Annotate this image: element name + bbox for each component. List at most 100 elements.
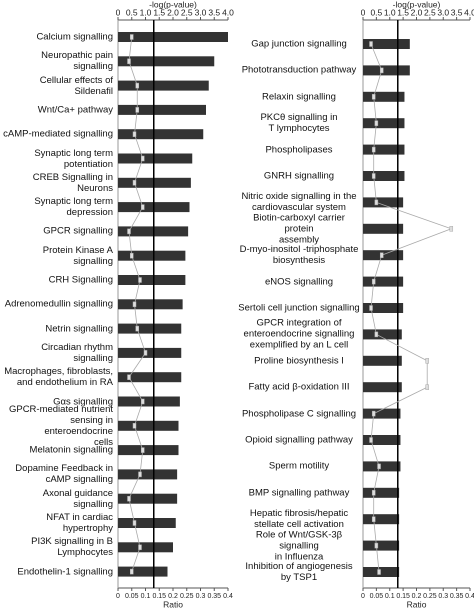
ratio-marker xyxy=(127,58,131,65)
y-tick-label: NFAT in cardiac hypertrophy xyxy=(46,512,113,534)
x-tick-label: 2.5 xyxy=(424,7,436,17)
x2-tick-label: 0.15 xyxy=(396,593,410,600)
y-tick-label: CRH Signalling xyxy=(48,274,113,286)
bar xyxy=(363,65,410,76)
x-tick-label: 4.0 xyxy=(464,7,474,17)
bar xyxy=(118,566,168,577)
ratio-marker xyxy=(127,374,131,380)
x2-tick-label: 0.35 xyxy=(207,593,221,600)
bar xyxy=(363,382,402,393)
y-tick-label: PI3K signalling in B Lymphocytes xyxy=(31,536,113,559)
x2-tick-label: 0.35 xyxy=(450,593,464,600)
bar xyxy=(363,487,400,498)
y-tick-label: Axonal guidance signalling xyxy=(42,487,113,510)
y-tick-label: CREB Signalling in Neurons xyxy=(32,171,113,194)
bar xyxy=(363,276,404,287)
y-tick-label: Protein Kinase A signalling xyxy=(42,244,113,267)
y-tick-label: Cellular effects of Sildenafil xyxy=(39,74,113,97)
y-tick-label: GPCR integration of enteroendocrine sign… xyxy=(243,317,355,351)
y-tick-label: Dopamine Feedback in cAMP signalling xyxy=(15,463,113,486)
ratio-marker xyxy=(138,471,142,478)
x2-tick-label: 0.05 xyxy=(125,593,139,600)
bar xyxy=(363,171,405,181)
bar xyxy=(118,299,183,310)
y-tick-label: Biotin-carboxyl carrier protein assembly xyxy=(253,212,345,246)
x-tick-label: 0 xyxy=(116,7,121,17)
ratio-marker xyxy=(371,146,376,153)
bar xyxy=(363,197,404,208)
ratio-marker xyxy=(371,490,376,496)
bar xyxy=(118,420,179,431)
bar xyxy=(363,461,401,472)
y-tick-label: GPCR signalling xyxy=(43,225,113,237)
y-tick-label: Phospholipases xyxy=(265,144,333,156)
x-tick-label: 1.5 xyxy=(397,7,409,17)
bar xyxy=(118,542,173,553)
x2-tick-label: 0.1 xyxy=(385,593,395,600)
bar xyxy=(363,303,404,313)
y-tick-label: cAMP-mediated signalling xyxy=(3,128,113,140)
bar xyxy=(118,396,180,407)
bar xyxy=(118,32,228,42)
ratio-marker xyxy=(425,384,429,390)
ratio-marker xyxy=(127,228,131,235)
ratio-marker xyxy=(135,107,139,113)
y-tick-label: Phospholipase C signalling xyxy=(241,408,357,420)
x-tick-label: 4.0 xyxy=(222,7,234,17)
ratio-marker xyxy=(377,463,381,470)
y-tick-label: Calcium signalling xyxy=(36,31,113,43)
bar xyxy=(118,153,193,164)
x2-axis-title: Ratio xyxy=(407,599,427,609)
x2-tick-label: 0.25 xyxy=(423,593,437,600)
y-tick-label: Sperm motility xyxy=(268,460,330,472)
y-tick-label: Endothelin-1 signalling xyxy=(17,566,113,578)
ratio-marker xyxy=(374,331,379,338)
y-tick-label: Fatty acid β-oxidation III xyxy=(248,381,350,393)
ratio-marker xyxy=(141,204,145,210)
bar xyxy=(118,104,206,115)
y-tick-label: Circadian rhythm signalling xyxy=(41,341,113,364)
x2-tick-label: 0.2 xyxy=(412,593,422,600)
ratio-marker xyxy=(369,437,373,443)
y-tick-label: Nitric oxide signalling in the cardiovas… xyxy=(241,191,357,214)
bar xyxy=(118,372,182,383)
y-tick-label: Gap junction signalling xyxy=(251,38,347,50)
x2-axis-title: Ratio xyxy=(163,599,183,609)
x-tick-label: 1.5 xyxy=(153,7,165,17)
x-tick-label: 0 xyxy=(361,7,366,17)
x2-tick-label: 0.05 xyxy=(370,593,384,600)
y-tick-label: Neuropathic pain signalling xyxy=(41,50,113,73)
y-tick-label: Hepatic fibrosis/hepatic stellate cell a… xyxy=(249,508,349,531)
y-tick-label: Netrin signalling xyxy=(45,323,113,335)
x2-tick-label: 0.1 xyxy=(141,593,151,600)
bar xyxy=(363,567,400,577)
bar xyxy=(118,493,178,504)
x2-tick-label: 0.3 xyxy=(196,593,206,600)
x-tick-label: 1.0 xyxy=(384,7,396,17)
ratio-marker xyxy=(132,131,137,137)
x-tick-label: 3.0 xyxy=(195,7,207,17)
y-tick-label: Synaptic long term depression xyxy=(34,196,113,219)
y-tick-label: D-myo-inositol -triphosphate biosynthesi… xyxy=(239,244,359,267)
ratio-marker xyxy=(132,180,137,186)
y-tick-label: Wnt/Ca+ pathway xyxy=(37,104,113,116)
y-tick-label: Sertoli cell junction signalling xyxy=(238,302,360,314)
y-tick-label: Proline biosynthesis I xyxy=(254,355,344,367)
bar xyxy=(363,39,410,49)
y-tick-label: Relaxin signalling xyxy=(262,91,336,103)
bar xyxy=(363,435,401,445)
x-tick-label: 2.0 xyxy=(167,7,179,17)
bar xyxy=(118,445,179,456)
ratio-marker xyxy=(141,447,145,453)
ratio-marker xyxy=(371,410,376,417)
y-tick-label: BMP signalling pathway xyxy=(248,487,350,499)
ratio-marker xyxy=(374,199,379,206)
x2-tick-label: 0.4 xyxy=(465,593,474,600)
bar xyxy=(118,323,182,334)
ratio-marker xyxy=(371,278,376,285)
bar xyxy=(118,347,182,358)
ratio-marker xyxy=(135,82,139,89)
x2-tick-label: 0.4 xyxy=(223,593,233,600)
ratio-marker xyxy=(130,34,134,40)
